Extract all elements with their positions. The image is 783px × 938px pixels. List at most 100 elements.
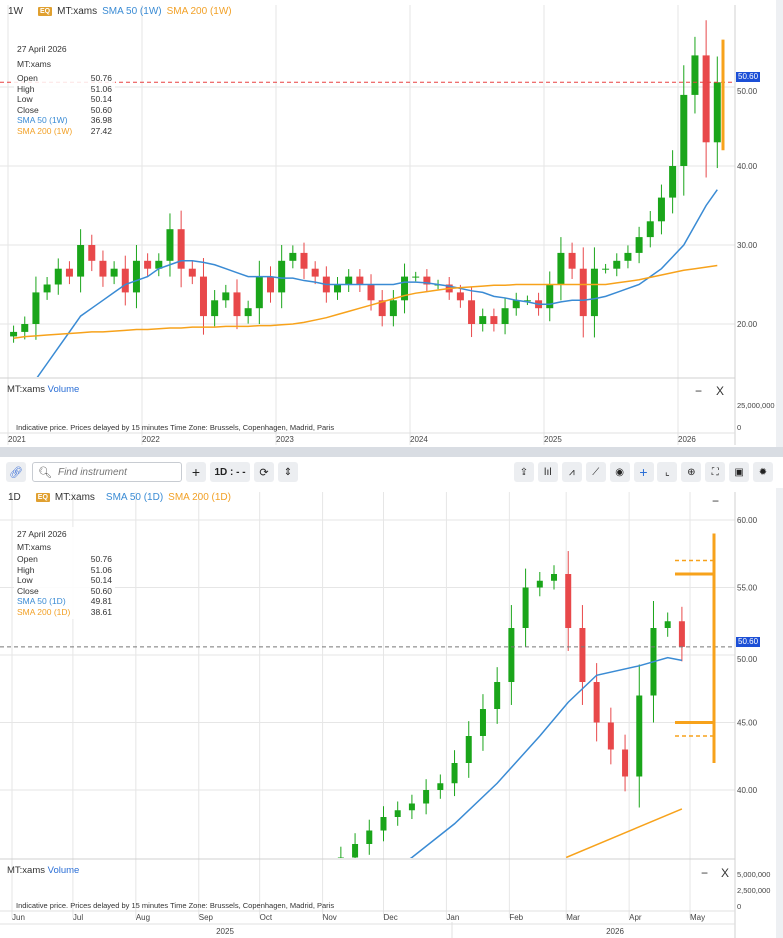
- find-instrument-input[interactable]: [55, 465, 180, 479]
- minimize-button[interactable]: −: [712, 494, 720, 508]
- candle-body: [494, 682, 501, 709]
- curve-button[interactable]: ⌞: [657, 462, 678, 482]
- scrollbar-bottom[interactable]: [776, 488, 783, 938]
- candle-body: [233, 292, 241, 317]
- sma50-legend[interactable]: SMA 50 (1D): [105, 492, 164, 503]
- candle-body: [468, 300, 476, 324]
- crosshair-button[interactable]: +: [633, 462, 654, 482]
- chart-type-icon: ⩘: [568, 466, 575, 478]
- x-year-label: 2025: [216, 927, 234, 936]
- sma50-line: [409, 656, 683, 858]
- symbol-label[interactable]: MT:xams: [57, 6, 98, 17]
- refresh-button[interactable]: ⟳: [254, 462, 274, 482]
- candle-body: [65, 268, 73, 277]
- chart-type-button[interactable]: ⩘: [561, 462, 582, 482]
- link-button[interactable]: 🔗︎: [6, 462, 26, 482]
- add-instrument-button[interactable]: +: [186, 462, 206, 482]
- sma50-legend[interactable]: SMA 50 (1W): [102, 6, 162, 17]
- sma200-label: SMA 200 (1D): [17, 606, 71, 617]
- x-tick-label: Jun: [12, 913, 25, 922]
- share-button[interactable]: ⇪: [514, 462, 534, 482]
- top-price-plot: [0, 20, 735, 377]
- sma50-line: [36, 189, 718, 377]
- interval-button[interactable]: 1D : - -: [210, 462, 250, 482]
- draw-line-button[interactable]: ⟋: [585, 462, 606, 482]
- equity-badge: EQ: [35, 493, 50, 502]
- x-tick-label: 2026: [678, 435, 696, 444]
- scrollbar-top[interactable]: [776, 0, 783, 447]
- candle-body: [669, 166, 677, 198]
- candle-body: [512, 300, 520, 309]
- x-tick-label: Mar: [566, 913, 580, 922]
- volume-tick-label: 5,000,000: [737, 870, 770, 879]
- x-tick-label: Aug: [136, 913, 150, 922]
- close-label: Close: [17, 104, 39, 115]
- sma200-legend[interactable]: SMA 200 (1W): [166, 6, 232, 17]
- candle-body: [144, 260, 152, 269]
- top-volume-header: MT:xams Volume: [7, 384, 79, 395]
- sma50-value: 36.98: [90, 115, 112, 125]
- close-button[interactable]: X: [721, 866, 730, 880]
- candle-body: [110, 268, 118, 277]
- compress-button[interactable]: ⇕: [278, 462, 298, 482]
- candle-body: [408, 803, 415, 811]
- panel-separator[interactable]: [0, 447, 783, 457]
- volume-tick-label: 0: [737, 902, 741, 911]
- interval-label: 1D: [8, 492, 21, 503]
- candle-body: [121, 268, 129, 293]
- candle-body: [155, 260, 163, 269]
- last-price-tag: 50.60: [736, 72, 761, 82]
- equity-badge: EQ: [38, 7, 53, 16]
- candle-body: [713, 82, 721, 143]
- candle-body: [437, 783, 444, 790]
- candle-body: [334, 284, 342, 293]
- indicators-button[interactable]: ǀıǀ: [537, 462, 558, 482]
- symbol-label[interactable]: MT:xams: [54, 492, 95, 503]
- camera-button[interactable]: ▣: [729, 462, 750, 482]
- share-icon: ⇪: [519, 466, 529, 478]
- x-tick-label: Dec: [383, 913, 397, 922]
- candle-body: [352, 844, 359, 858]
- candle-body: [678, 621, 685, 647]
- fullscreen-button[interactable]: ⛶: [705, 462, 726, 482]
- candle-body: [300, 252, 308, 269]
- candle-body: [607, 722, 614, 750]
- settings-button[interactable]: ✹: [753, 462, 773, 482]
- candle-body: [702, 55, 710, 143]
- zoom-button[interactable]: ⊕: [681, 462, 702, 482]
- y-tick-label: 40.00: [737, 786, 758, 795]
- sma200-legend[interactable]: SMA 200 (1D): [168, 492, 231, 503]
- candle-body: [99, 260, 107, 277]
- sma50-label: SMA 50 (1D): [17, 596, 66, 606]
- candle-body: [199, 276, 207, 317]
- find-instrument-field[interactable]: 🔍︎: [32, 462, 182, 482]
- draw-line-icon: ⟋: [592, 466, 600, 478]
- candle-body: [423, 790, 430, 804]
- candle-body: [32, 292, 40, 324]
- refresh-icon: ⟳: [259, 466, 269, 479]
- volume-symbol: MT:xams: [7, 865, 45, 876]
- candle-body: [54, 268, 62, 285]
- minimize-button[interactable]: −: [695, 384, 703, 398]
- candle-body: [177, 229, 185, 269]
- candle-body: [10, 331, 18, 337]
- candle-body: [501, 308, 509, 324]
- candle-body: [380, 817, 387, 831]
- x-tick-label: 2021: [8, 435, 26, 444]
- candle-body: [289, 252, 297, 261]
- x-tick-label: 2023: [276, 435, 294, 444]
- close-button[interactable]: X: [716, 384, 725, 398]
- low-value: 50.14: [90, 94, 112, 104]
- settings-icon: ✹: [758, 466, 768, 478]
- eye-button[interactable]: ◉: [609, 462, 630, 482]
- candle-body: [579, 268, 587, 317]
- minimize-button[interactable]: −: [701, 866, 709, 880]
- y-tick-label: 30.00: [737, 241, 758, 250]
- high-value: 51.06: [90, 564, 112, 575]
- x-tick-label: May: [690, 913, 705, 922]
- bottom-tooltip: 27 April 2026 MT:xams Open 50.76 High 51.0…: [14, 527, 115, 619]
- candle-body: [691, 55, 699, 95]
- bottom-price-plot: [0, 551, 735, 858]
- top-chart-header: 1W EQ MT:xams SMA 50 (1W) SMA 200 (1W): [8, 6, 232, 17]
